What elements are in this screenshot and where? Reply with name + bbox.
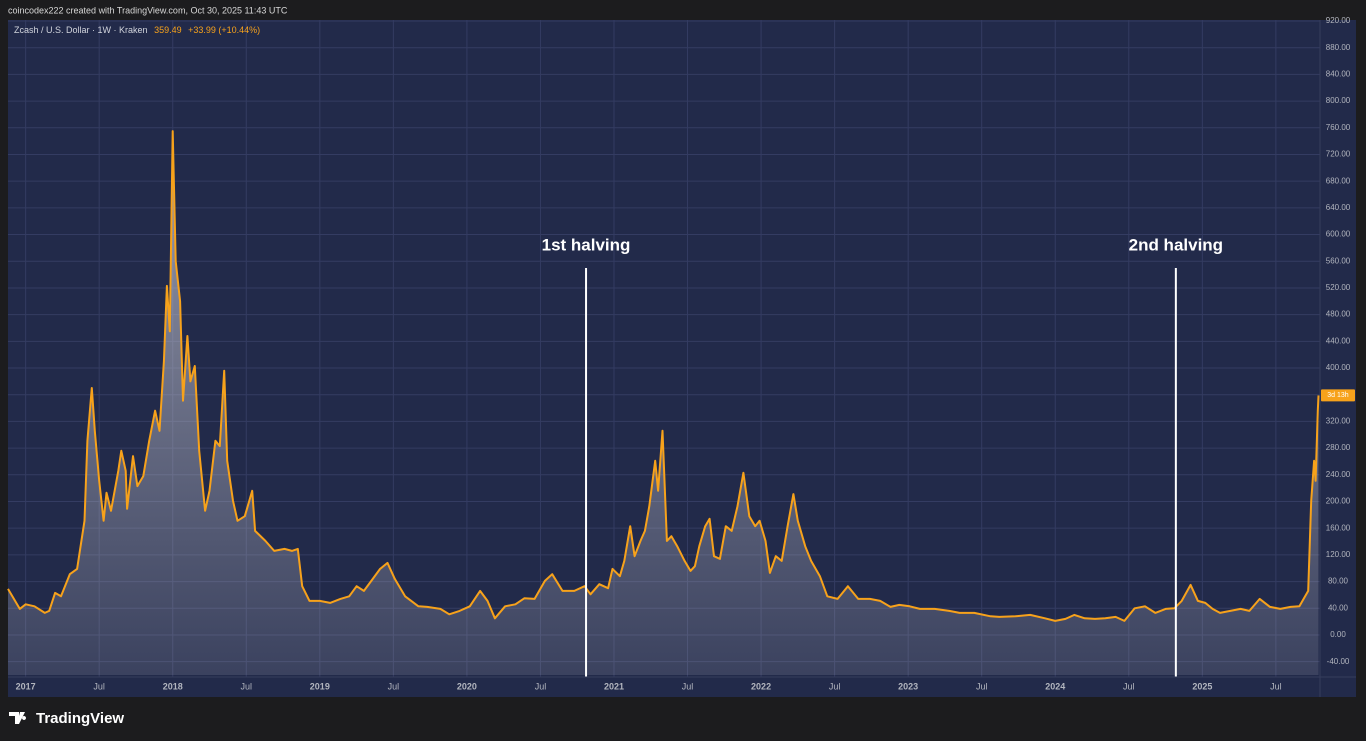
axes: -40.00 0.00 40.00 80.00 120.00 160.00 200.00 24… xyxy=(16,16,1355,691)
x-tick-label: 2019 xyxy=(310,681,330,691)
x-tick-label: Jul xyxy=(976,681,988,691)
annotation-label: 1st halving xyxy=(542,235,631,254)
y-tick-label: 800.00 xyxy=(1326,96,1351,105)
x-tick-label: 2024 xyxy=(1045,681,1065,691)
y-tick-label: 440.00 xyxy=(1326,336,1351,345)
annotation-label: 2nd halving xyxy=(1129,235,1223,254)
legend-price: 359.49 xyxy=(154,25,182,35)
x-tick-label: 2023 xyxy=(898,681,918,691)
x-tick-label: Jul xyxy=(388,681,400,691)
y-tick-label: 400.00 xyxy=(1326,363,1351,372)
y-tick-label: 840.00 xyxy=(1326,69,1351,78)
y-tick-label: 0.00 xyxy=(1330,630,1346,639)
x-tick-label: Jul xyxy=(1270,681,1282,691)
line xyxy=(7,130,1320,622)
x-tick-label: 2022 xyxy=(751,681,771,691)
y-tick-label: 40.00 xyxy=(1328,603,1349,612)
x-tick-label: Jul xyxy=(241,681,253,691)
y-tick-label: 640.00 xyxy=(1326,203,1351,212)
y-tick-label: 760.00 xyxy=(1326,123,1351,132)
y-tick-label: 720.00 xyxy=(1326,150,1351,159)
x-tick-label: 2020 xyxy=(457,681,477,691)
legend: Zcash / U.S. Dollar · 1W · Kraken 359.49… xyxy=(14,25,260,35)
y-tick-label: 280.00 xyxy=(1326,443,1351,452)
y-tick-label: 240.00 xyxy=(1326,470,1351,479)
y-tick-label: 520.00 xyxy=(1326,283,1351,292)
x-tick-label: Jul xyxy=(682,681,694,691)
x-tick-label: Jul xyxy=(1123,681,1135,691)
x-tick-label: 2021 xyxy=(604,681,624,691)
x-tick-label: 2018 xyxy=(163,681,183,691)
plot: 1st halving 2nd halving xyxy=(7,130,1320,677)
y-tick-label: 80.00 xyxy=(1328,577,1349,586)
x-tick-label: Jul xyxy=(93,681,105,691)
price-axis xyxy=(1320,20,1356,697)
y-tick-label: 200.00 xyxy=(1326,497,1351,506)
x-tick-label: Jul xyxy=(829,681,841,691)
x-tick-label: 2017 xyxy=(16,681,36,691)
y-tick-label: 680.00 xyxy=(1326,176,1351,185)
brand-logo: TradingView xyxy=(9,710,124,727)
legend-symbol: Zcash / U.S. Dollar · 1W · Kraken xyxy=(14,25,148,35)
y-tick-label: 880.00 xyxy=(1326,43,1351,52)
y-tick-label: 120.00 xyxy=(1326,550,1351,559)
price-tag-box xyxy=(1321,389,1355,402)
y-tick-label: 600.00 xyxy=(1326,230,1351,239)
area xyxy=(8,131,1319,676)
legend-change: +33.99 (+10.44%) xyxy=(188,25,260,35)
y-tick-label: 480.00 xyxy=(1326,310,1351,319)
header-text: coincodex222 created with TradingView.co… xyxy=(8,5,288,15)
x-tick-label: Jul xyxy=(535,681,547,691)
x-tick-label: 2025 xyxy=(1192,681,1212,691)
y-tick-label: 160.00 xyxy=(1326,523,1351,532)
y-tick-label: 320.00 xyxy=(1326,417,1351,426)
brand-text: TradingView xyxy=(36,710,124,727)
price-tag: 3d 13h xyxy=(1327,392,1349,399)
y-tick-label: 560.00 xyxy=(1326,256,1351,265)
y-tick-label: -40.00 xyxy=(1327,657,1350,666)
y-tick-label: 920.00 xyxy=(1326,16,1351,25)
logo-mark xyxy=(9,712,27,724)
